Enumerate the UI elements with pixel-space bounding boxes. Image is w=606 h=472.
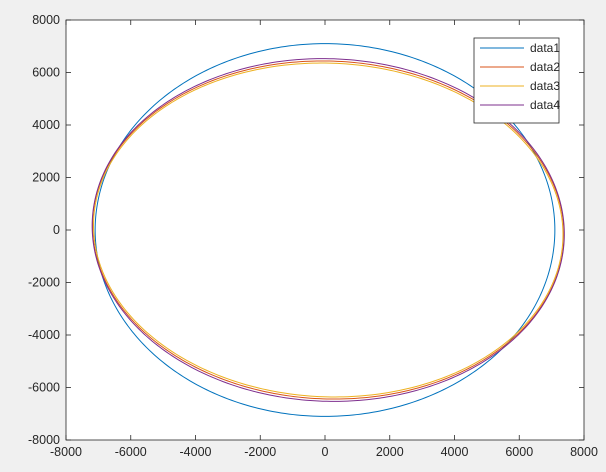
series-line-data4 xyxy=(91,58,565,402)
y-tick-label: 6000 xyxy=(32,66,60,80)
series-layer xyxy=(91,43,565,417)
legend: data1 data2 data3 data4 xyxy=(473,37,560,124)
y-tick-label: -8000 xyxy=(28,433,60,447)
x-tick-label: -4000 xyxy=(180,445,212,459)
y-tick-label: 2000 xyxy=(32,171,60,185)
y-tick-label: -2000 xyxy=(28,276,60,290)
x-tick-label: 0 xyxy=(322,445,329,459)
x-tick-label: -6000 xyxy=(115,445,147,459)
x-tick-label: -2000 xyxy=(244,445,276,459)
x-tick-label: 6000 xyxy=(505,445,533,459)
series-line-data1 xyxy=(94,43,556,417)
legend-box xyxy=(473,37,560,124)
legend-label-data3: data3 xyxy=(530,79,560,93)
x-tick-label: 2000 xyxy=(376,445,404,459)
y-tick-label: 8000 xyxy=(32,13,60,27)
legend-label-data2: data2 xyxy=(530,60,560,74)
y-tick-label: 0 xyxy=(53,223,60,237)
x-tick-label: 4000 xyxy=(441,445,469,459)
legend-label-data1: data1 xyxy=(530,41,560,55)
x-tick-label: -8000 xyxy=(50,445,82,459)
series-line-data3 xyxy=(92,62,564,398)
axes-box xyxy=(65,19,585,441)
legend-label-data4: data4 xyxy=(530,98,560,112)
ticks-layer: -8000 -6000 -4000 -2000 0 2000 4000 6000 8000 -80… xyxy=(28,13,598,459)
y-tick-label: 4000 xyxy=(32,118,60,132)
legend-items: data1 data2 data3 data4 xyxy=(480,41,560,112)
x-tick-label: 8000 xyxy=(570,445,598,459)
y-tick-label: -6000 xyxy=(28,381,60,395)
y-tick-label: -4000 xyxy=(28,328,60,342)
